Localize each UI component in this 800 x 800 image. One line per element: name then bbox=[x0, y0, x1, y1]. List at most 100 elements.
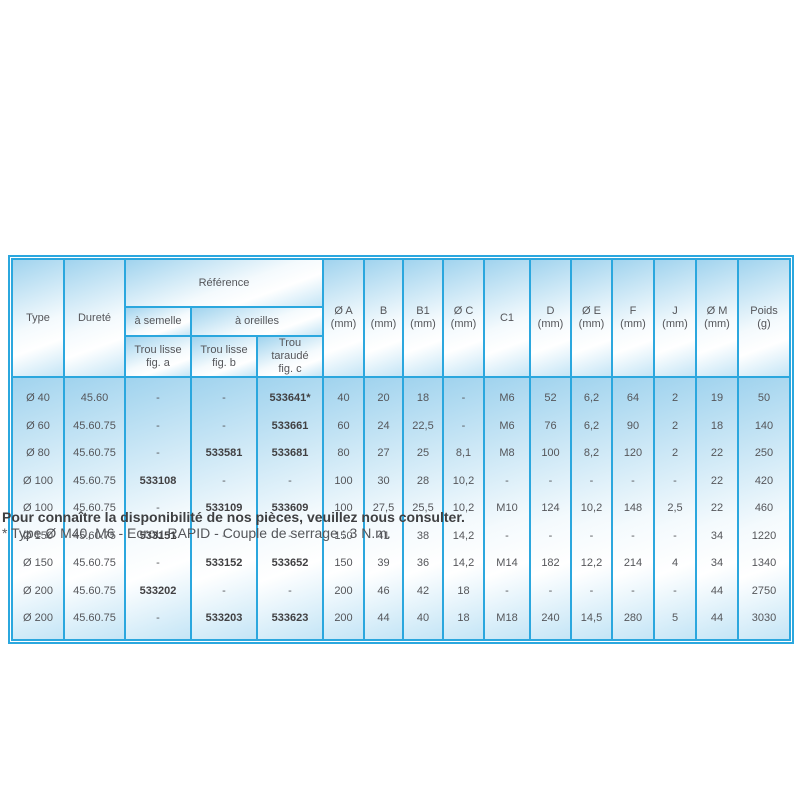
spec-table-frame: Type Dureté Référence Ø A (mm) B (mm) B1… bbox=[8, 255, 794, 644]
cell-value: 2 bbox=[671, 392, 679, 404]
col-header-f: F (mm) bbox=[613, 260, 653, 376]
values-type-column: Ø 40 Ø 60 Ø 80 Ø 100 Ø 100 Ø 150 Ø 150 Ø… bbox=[13, 378, 63, 639]
cell-value: 5 bbox=[671, 612, 679, 625]
col-header-dia-a: Ø A (mm) bbox=[324, 260, 363, 376]
reference-number: 533151 bbox=[139, 529, 177, 542]
cell-value: 100 bbox=[334, 474, 353, 487]
cell-value: 25 bbox=[416, 447, 430, 460]
values-dia-e-column: 6,2 6,2 8,2 - 10,2 - 12,2 - 14,5 bbox=[572, 378, 611, 639]
cell-value: 50 bbox=[757, 392, 771, 404]
cell-value: - bbox=[505, 529, 509, 542]
col-header-a-oreilles: à oreilles bbox=[192, 308, 322, 335]
values-dia-a-column: 40 60 80 100 100 150 150 200 200 bbox=[324, 378, 363, 639]
col-header-trou-taraude-fig-c: Trou taraudé fig. c bbox=[258, 337, 322, 376]
cell-value: 10,2 bbox=[452, 474, 475, 487]
cell-value: - bbox=[288, 474, 292, 487]
cell-value: 41 bbox=[377, 529, 390, 542]
cell-value: 52 bbox=[544, 392, 557, 404]
col-header-b: B (mm) bbox=[365, 260, 402, 376]
cell-value: M6 bbox=[499, 392, 515, 404]
cell-value: - bbox=[673, 584, 677, 597]
cell-value: 240 bbox=[541, 612, 560, 625]
cell-value: 30 bbox=[377, 474, 390, 487]
cell-value: - bbox=[673, 529, 677, 542]
cell-value: - bbox=[461, 419, 466, 432]
col-header-d: D (mm) bbox=[531, 260, 570, 376]
reference-number: 533108 bbox=[139, 474, 177, 487]
cell-value: 148 bbox=[623, 502, 643, 515]
col-header-type: Type bbox=[13, 260, 63, 376]
reference-number: 533609 bbox=[271, 502, 309, 515]
cell-value: - bbox=[156, 447, 160, 460]
cell-value: Ø 200 bbox=[23, 584, 53, 597]
cell-value: - bbox=[288, 584, 292, 597]
cell-value: M10 bbox=[496, 502, 518, 515]
cell-value: 36 bbox=[416, 557, 430, 570]
cell-value: 250 bbox=[754, 447, 774, 460]
cell-value: - bbox=[222, 584, 226, 597]
cell-value: - bbox=[548, 584, 553, 597]
values-b1-column: 18 22,5 25 28 25,5 38 36 42 40 bbox=[404, 378, 442, 639]
cell-value: 100 bbox=[541, 447, 560, 460]
cell-value: - bbox=[288, 529, 292, 542]
cell-value: 182 bbox=[541, 557, 560, 570]
cell-value: 2 bbox=[671, 419, 679, 432]
reference-number: 533581 bbox=[205, 447, 243, 460]
values-c1-column: M6 M6 M8 - M10 - M14 - M18 bbox=[485, 378, 529, 639]
cell-value: 420 bbox=[754, 474, 774, 487]
values-ref-oreilles-taraude-column: 533641* 533661 533681 - 533609 - 533652 … bbox=[258, 378, 322, 639]
cell-value: - bbox=[589, 474, 594, 487]
cell-value: - bbox=[631, 474, 635, 487]
cell-value: 120 bbox=[623, 447, 643, 460]
cell-value: Ø 100 bbox=[23, 502, 53, 515]
reference-number: 533203 bbox=[205, 612, 243, 625]
reference-number: 533652 bbox=[271, 557, 309, 570]
cell-value: - bbox=[222, 392, 226, 404]
reference-number: 533152 bbox=[205, 557, 243, 570]
reference-number: 533681 bbox=[271, 447, 309, 460]
col-header-durete: Dureté bbox=[65, 260, 124, 376]
cell-value: 44 bbox=[710, 584, 724, 597]
values-b-column: 20 24 27 30 27,5 41 39 46 44 bbox=[365, 378, 402, 639]
cell-value: 2,5 bbox=[667, 502, 683, 515]
cell-value: M8 bbox=[499, 447, 515, 460]
cell-value: 42 bbox=[416, 584, 430, 597]
cell-value: - bbox=[222, 474, 226, 487]
cell-value: 4 bbox=[671, 557, 679, 570]
cell-value: 22,5 bbox=[412, 419, 434, 432]
cell-value: - bbox=[156, 502, 160, 515]
cell-value: 10,2 bbox=[452, 502, 475, 515]
cell-value: 214 bbox=[623, 557, 643, 570]
cell-value: 44 bbox=[710, 612, 724, 625]
cell-value: M18 bbox=[496, 612, 518, 625]
cell-value: 140 bbox=[754, 419, 774, 432]
cell-value: Ø 80 bbox=[26, 447, 50, 460]
cell-value: - bbox=[156, 419, 160, 432]
cell-value: - bbox=[156, 557, 160, 570]
cell-value: 46 bbox=[377, 584, 390, 597]
cell-value: 60 bbox=[337, 419, 350, 432]
values-dia-m-column: 19 18 22 22 22 34 34 44 44 bbox=[697, 378, 737, 639]
cell-value: 45.60.75 bbox=[73, 447, 116, 460]
cell-value: 28 bbox=[416, 474, 430, 487]
cell-value: 150 bbox=[334, 557, 353, 570]
cell-value: 22 bbox=[710, 474, 724, 487]
values-f-column: 64 90 120 - 148 - 214 - 280 bbox=[613, 378, 653, 639]
cell-value: 76 bbox=[544, 419, 557, 432]
cell-value: 45.60.75 bbox=[73, 557, 116, 570]
cell-value: 25,5 bbox=[412, 502, 434, 515]
cell-value: - bbox=[548, 474, 553, 487]
cell-value: 24 bbox=[377, 419, 390, 432]
col-header-c1: C1 bbox=[485, 260, 529, 376]
cell-value: 200 bbox=[334, 584, 353, 597]
col-header-trou-lisse-fig-b: Trou lisse fig. b bbox=[192, 337, 256, 376]
cell-value: 64 bbox=[626, 392, 640, 404]
cell-value: - bbox=[156, 612, 160, 625]
cell-value: 18 bbox=[416, 392, 430, 404]
values-j-column: 2 2 2 - 2,5 - 4 - 5 bbox=[655, 378, 695, 639]
cell-value: 18 bbox=[710, 419, 724, 432]
cell-value: - bbox=[673, 474, 677, 487]
cell-value: 45.60.75 bbox=[73, 584, 116, 597]
cell-value: 1220 bbox=[751, 529, 777, 542]
